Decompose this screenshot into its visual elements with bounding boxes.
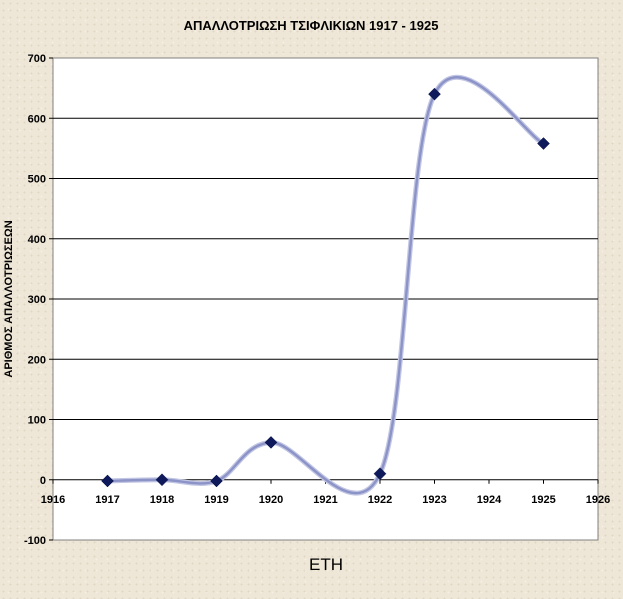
x-tick-label-1922: 1922 — [368, 494, 392, 506]
y-tick-label-100: 100 — [28, 415, 46, 427]
x-tick-label-1917: 1917 — [95, 494, 119, 506]
y-tick-label-600: 600 — [28, 113, 46, 125]
data-point-1917 — [101, 474, 114, 488]
series — [101, 74, 550, 496]
tick-labels: -100 0 100 200 300 400 500 600 700 1916 1917 1918 19… — [24, 53, 610, 547]
x-tick-label-1924: 1924 — [477, 494, 502, 506]
x-axis-title: ΕΤΗ — [309, 555, 343, 574]
x-tick-label-1923: 1923 — [422, 494, 446, 506]
y-tick-label-300: 300 — [28, 294, 46, 306]
y-tick-label-0: 0 — [40, 475, 46, 487]
data-point-1918 — [155, 473, 169, 487]
y-tick-label--100: -100 — [24, 535, 46, 547]
x-tick-label-1920: 1920 — [259, 494, 283, 506]
x-tick-label-1926: 1926 — [586, 494, 610, 506]
series-line-0 — [107, 76, 545, 495]
data-point-1925 — [537, 137, 550, 150]
x-tick-label-1925: 1925 — [531, 494, 555, 506]
y-tick-label-500: 500 — [28, 174, 46, 186]
y-tick-label-700: 700 — [28, 53, 46, 65]
x-tick-label-1919: 1919 — [204, 494, 228, 506]
x-tick-label-1916: 1916 — [41, 494, 65, 506]
x-tick-label-1921: 1921 — [313, 494, 337, 506]
data-point-1923 — [428, 87, 441, 101]
chart-title: ΑΠΑΛΛΟΤΡΙΩΣΗ ΤΣΙΦΛΙΚΙΩΝ 1917 - 1925 — [184, 18, 439, 33]
y-axis-title: ΑΡΙΘΜΟΣ ΑΠΑΛΛΟΤΡΙΩΣΕΩΝ — [3, 220, 15, 377]
y-tick-label-200: 200 — [28, 354, 46, 366]
data-point-1922 — [373, 467, 387, 481]
data-point-1919 — [210, 474, 223, 488]
y-tick-label-400: 400 — [28, 234, 46, 246]
x-tick-label-1918: 1918 — [150, 494, 174, 506]
data-point-1920 — [264, 436, 278, 449]
